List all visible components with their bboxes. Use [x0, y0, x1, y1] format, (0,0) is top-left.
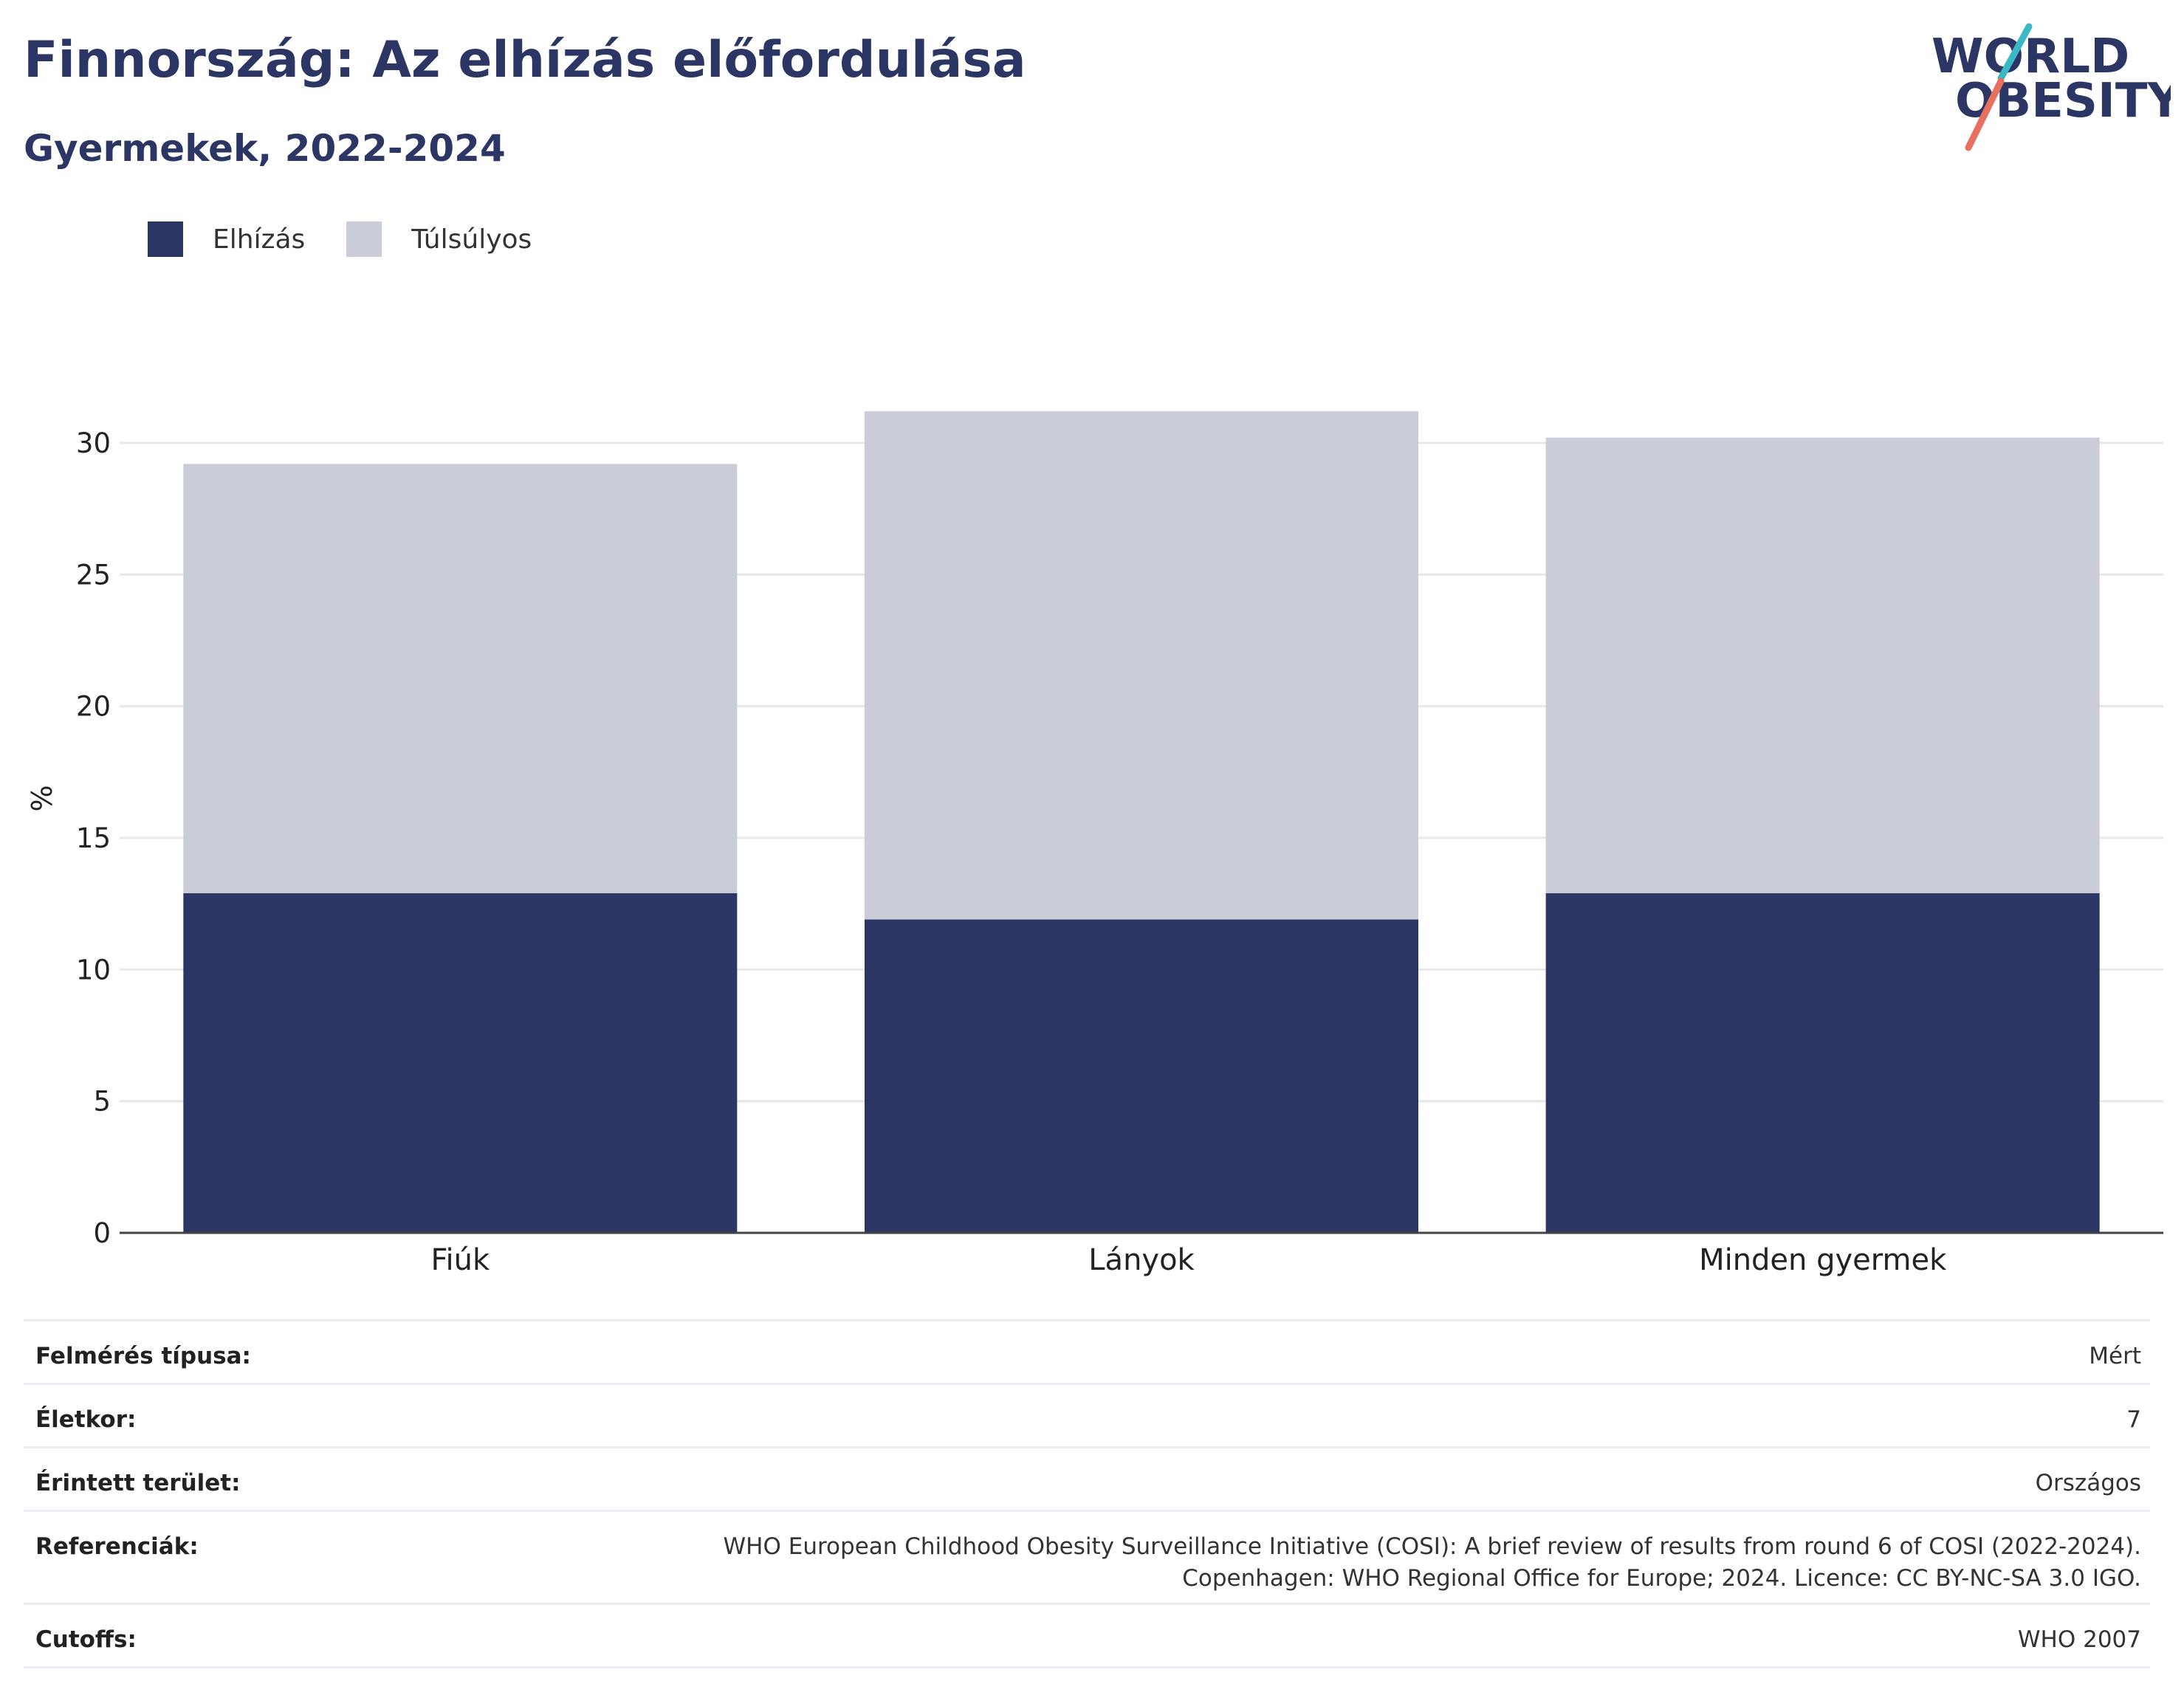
- info-value: Mért: [413, 1319, 2150, 1384]
- info-value: WHO 2007: [413, 1603, 2150, 1668]
- info-value: Országos: [413, 1446, 2150, 1511]
- bar-overweight-girls: [865, 411, 1418, 920]
- info-row-area: Érintett terület: Országos: [24, 1446, 2150, 1511]
- bar-obesity-girls: [865, 919, 1418, 1233]
- bar-obesity-all-children: [1545, 893, 2100, 1233]
- x-tick-label-all-children: Minden gyermek: [1699, 1243, 1947, 1277]
- info-row-age: Életkor: 7: [24, 1383, 2150, 1448]
- legend-item-obesity[interactable]: Elhízás: [148, 221, 305, 257]
- bar-overweight-boys: [183, 464, 738, 893]
- y-axis-title: %: [26, 785, 58, 811]
- bar-overweight-all-children: [1545, 437, 2100, 893]
- info-table: Felmérés típusa: Mért Életkor: 7 Érintet…: [24, 1319, 2150, 1668]
- info-key: Életkor:: [24, 1383, 413, 1448]
- logo-slash-teal: [1997, 23, 2033, 82]
- stacked-bar-chart: 0 5 10 15 20 25 30% Fiúk Lányok Minden gyermek: [26, 411, 2163, 1277]
- y-tick-label: 20: [76, 691, 111, 723]
- y-tick-label: 30: [76, 427, 111, 459]
- chart-legend: Elhízás Túlsúlyos: [148, 219, 573, 260]
- bar-obesity-boys: [183, 893, 738, 1233]
- info-row-references: Referenciák: WHO European Childhood Obes…: [24, 1510, 2150, 1604]
- info-key: Felmérés típusa:: [24, 1319, 413, 1384]
- legend-swatch-obesity: [148, 221, 183, 257]
- info-row-survey-type: Felmérés típusa: Mért: [24, 1319, 2150, 1384]
- x-tick-label-boys: Fiúk: [430, 1243, 490, 1277]
- legend-label-overweight: Túlsúlyos: [411, 224, 532, 255]
- info-key: Cutoffs:: [24, 1603, 413, 1668]
- info-value-references: WHO European Childhood Obesity Surveilla…: [413, 1510, 2150, 1604]
- info-key: Érintett terület:: [24, 1446, 413, 1511]
- y-tick-label: 25: [76, 559, 111, 591]
- legend-swatch-overweight: [346, 221, 382, 257]
- legend-item-overweight[interactable]: Túlsúlyos: [346, 221, 532, 257]
- y-tick-label: 5: [93, 1086, 111, 1118]
- reference-line-1: WHO European Childhood Obesity Surveilla…: [723, 1533, 2141, 1560]
- info-row-cutoffs: Cutoffs: WHO 2007: [24, 1603, 2150, 1668]
- info-value: 7: [413, 1383, 2150, 1448]
- world-obesity-logo: WORLD OBESITY: [1931, 23, 2171, 151]
- reference-line-2: Copenhagen: WHO Regional Office for Euro…: [1182, 1565, 2141, 1592]
- logo-word-world: WORLD: [1931, 30, 2129, 84]
- y-tick-label: 0: [93, 1217, 111, 1249]
- y-tick-label: 15: [76, 822, 111, 854]
- chart-subtitle: Gyermekek, 2022-2024: [24, 127, 506, 170]
- chart-title: Finnország: Az elhízás előfordulása: [24, 31, 1026, 89]
- legend-label-obesity: Elhízás: [213, 224, 306, 255]
- y-tick-label: 10: [76, 954, 111, 986]
- logo-slash-coral: [1965, 78, 2005, 151]
- info-key: Referenciák:: [24, 1510, 413, 1604]
- x-tick-label-girls: Lányok: [1088, 1243, 1195, 1277]
